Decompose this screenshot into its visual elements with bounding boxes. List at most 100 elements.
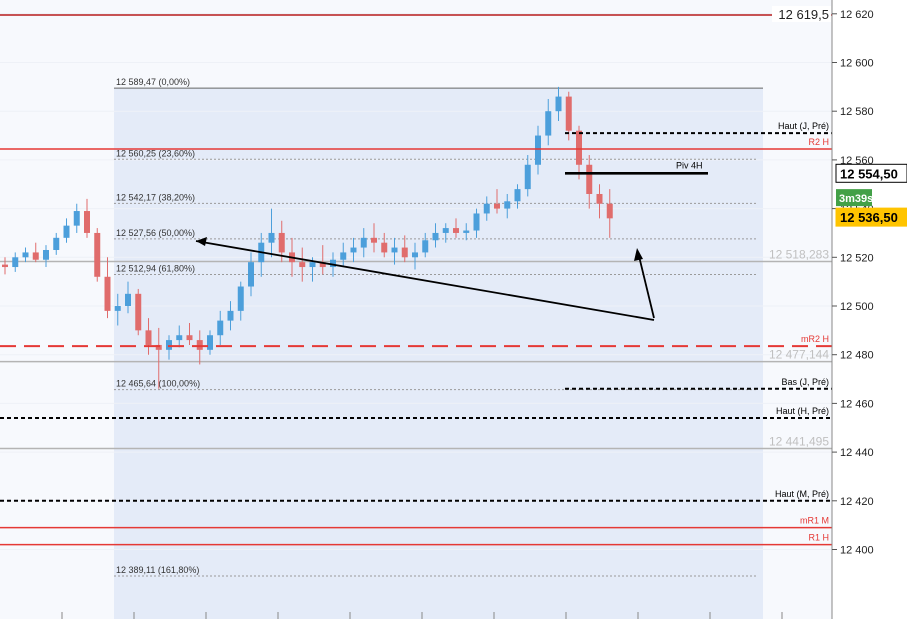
candle-down <box>186 335 193 341</box>
candle-up <box>53 237 60 250</box>
candle-down <box>596 193 603 204</box>
candle-up <box>12 257 19 268</box>
candle-down <box>145 330 152 345</box>
gray-level-label: 12 477,144 <box>769 348 829 362</box>
fibonacci-region <box>114 88 763 619</box>
price-box-label: 12 536,50 <box>840 210 898 225</box>
top-level-label: 12 619,5 <box>778 7 829 22</box>
pivot-levels: Haut (J, Pré) R2 H Piv 4H mR2 H Bas (J, Pré)… <box>0 14 832 546</box>
fib-level-label: 12 512,94 (61,80%) <box>116 263 195 273</box>
candle-up <box>473 213 480 231</box>
candle-up <box>360 237 367 248</box>
candle-up <box>73 211 80 226</box>
candle-up <box>248 262 254 287</box>
level-label: Haut (H, Pré) <box>776 406 829 416</box>
candle-up <box>412 252 418 258</box>
pivot-label: Piv 4H <box>676 160 703 170</box>
candle-down <box>453 228 459 233</box>
candle-down <box>278 232 285 253</box>
candle-up <box>43 249 49 260</box>
candle-down <box>576 130 582 165</box>
price-box-label: 12 554,50 <box>840 166 898 181</box>
candle-down <box>401 247 408 258</box>
y-tick-label: 12 600 <box>840 58 874 70</box>
y-tick-label: 12 620 <box>840 9 874 21</box>
gray-levels: 12 518,283 12 477,144 12 441,495 <box>0 247 832 450</box>
candle-up <box>22 252 29 258</box>
level-label: mR1 M <box>800 516 829 526</box>
candle-down <box>381 242 388 253</box>
arrow-head-up <box>634 248 643 261</box>
candle-up <box>114 306 121 311</box>
candle-up <box>330 259 336 268</box>
gray-level-label: 12 441,495 <box>769 434 829 448</box>
trend-arrows <box>195 237 655 321</box>
candle-up <box>514 189 521 202</box>
candle-up <box>217 320 224 336</box>
top-level-box <box>772 6 831 23</box>
price-box <box>835 207 907 227</box>
level-label: R2 H <box>808 137 829 147</box>
candle-down <box>586 164 593 194</box>
candle-up <box>483 203 490 214</box>
candle-up <box>524 164 531 190</box>
price-box <box>835 163 907 183</box>
candle-up <box>555 96 562 112</box>
candle-down <box>371 237 377 243</box>
countdown-label: 3m39s <box>839 193 873 205</box>
countdown-box <box>836 189 872 207</box>
candle-up <box>545 111 552 136</box>
candle-up <box>237 286 244 311</box>
candle-up <box>125 293 131 306</box>
level-label: mR2 H <box>801 334 829 344</box>
candle-up <box>166 340 172 350</box>
candle-up <box>535 135 541 165</box>
fib-level-label: 12 389,11 (161,80%) <box>116 565 199 575</box>
level-label: Haut (M, Pré) <box>775 489 829 499</box>
candle-up <box>463 230 470 233</box>
candle-down <box>196 340 203 350</box>
candle-up <box>340 252 347 260</box>
candle-down <box>94 232 101 277</box>
candle-down <box>2 264 8 268</box>
y-tick-label: 12 580 <box>840 106 874 118</box>
y-tick-label: 12 480 <box>840 350 874 362</box>
candle-up <box>391 247 398 253</box>
fib-level-label: 12 527,56 (50,00%) <box>116 228 195 238</box>
candles <box>2 86 613 389</box>
candle-up <box>504 201 511 209</box>
candle-up <box>207 335 213 350</box>
candle-up <box>422 240 429 253</box>
candle-down <box>32 252 39 260</box>
gray-level-label: 12 518,283 <box>769 247 829 261</box>
candle-down <box>319 262 326 268</box>
fib-level-label: 12 589,47 (0,00%) <box>116 77 190 87</box>
candle-up <box>63 225 70 238</box>
fibonacci-area <box>114 88 763 619</box>
candle-up <box>309 262 316 268</box>
candle-up <box>176 335 183 341</box>
y-tick-label: 12 500 <box>840 301 874 313</box>
level-label: R1 H <box>808 533 829 543</box>
fib-level-label: 12 542,17 (38,20%) <box>116 192 195 202</box>
candle-down <box>135 293 142 331</box>
candle-down <box>299 262 306 268</box>
y-tick-label: 12 440 <box>840 447 874 459</box>
y-tick-label: 12 420 <box>840 496 874 508</box>
y-tick-label: 12 520 <box>840 252 874 264</box>
candle-down <box>494 203 500 209</box>
trend-line <box>195 240 655 321</box>
candle-down <box>104 276 111 311</box>
axis-background <box>832 0 907 619</box>
fib-level-label: 12 560,25 (23,60%) <box>116 148 195 158</box>
candle-down <box>155 344 162 350</box>
fib-level-label: 12 465,64 (100,00%) <box>116 379 200 389</box>
candle-down <box>565 96 572 131</box>
level-label: Haut (J, Pré) <box>778 121 829 131</box>
candle-up <box>432 232 439 241</box>
candle-up <box>350 247 357 253</box>
candle-up <box>227 310 234 321</box>
level-label: Bas (J, Pré) <box>781 377 829 387</box>
candle-down <box>84 211 90 233</box>
